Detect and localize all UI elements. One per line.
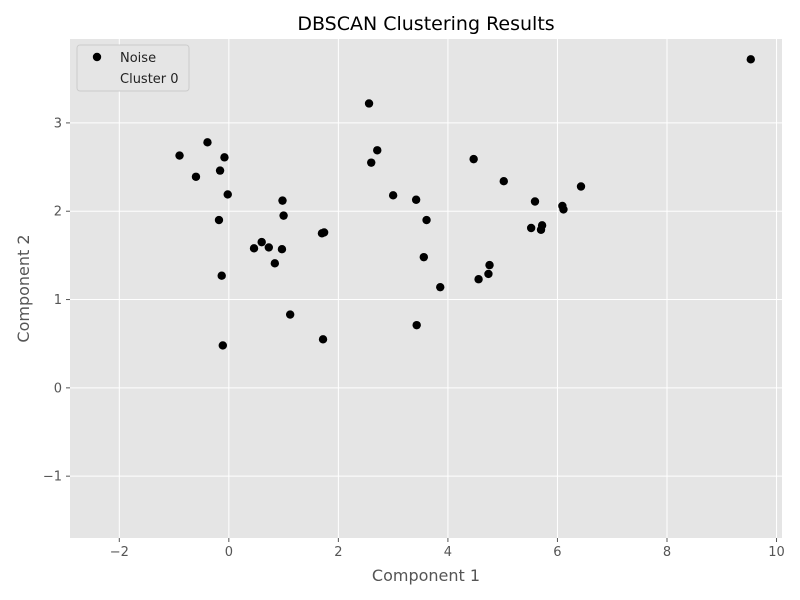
- data-points: [175, 55, 755, 350]
- axis-ticks: −2 0 2 4 6 8 10 −1 0 1 2 3: [43, 116, 785, 560]
- data-point: [484, 269, 493, 279]
- data-point: [537, 221, 547, 230]
- data-point: [220, 153, 229, 162]
- data-point: [223, 190, 232, 199]
- legend-box: [76, 44, 190, 92]
- data-point: [388, 191, 398, 200]
- data-point: [319, 228, 329, 237]
- legend: Noise Cluster 0: [76, 44, 190, 92]
- x-tick-label: 0: [225, 545, 233, 560]
- x-tick-label: 8: [663, 545, 671, 560]
- plot-background: [70, 39, 782, 538]
- data-point: [318, 335, 328, 344]
- x-tick-label: 6: [553, 545, 561, 560]
- data-point: [373, 146, 382, 155]
- data-point: [559, 205, 568, 214]
- data-point: [419, 252, 429, 262]
- data-point: [217, 271, 226, 280]
- x-axis-label: Component 1: [372, 566, 480, 585]
- data-point: [285, 310, 295, 319]
- legend-label-noise: Noise: [120, 51, 156, 66]
- data-point: [218, 341, 228, 350]
- x-tick-label: −2: [110, 545, 129, 560]
- data-point: [526, 223, 536, 233]
- data-point: [576, 182, 586, 191]
- data-point: [436, 282, 445, 292]
- data-point: [530, 197, 540, 206]
- data-point: [474, 275, 483, 284]
- data-point: [469, 154, 478, 164]
- data-point: [257, 237, 266, 247]
- y-tick-label: −1: [43, 470, 62, 485]
- data-point: [249, 244, 259, 253]
- data-point: [175, 151, 184, 160]
- y-axis-label: Component 2: [14, 234, 33, 342]
- data-point: [422, 215, 431, 225]
- data-point: [203, 138, 212, 147]
- x-tick-label: 10: [768, 545, 785, 560]
- data-point: [278, 196, 287, 205]
- data-point: [279, 211, 288, 220]
- data-point: [485, 260, 494, 270]
- legend-label-cluster-0: Cluster 0: [120, 72, 179, 87]
- data-point: [499, 176, 508, 186]
- grid-lines: [70, 39, 782, 538]
- y-tick-label: 3: [54, 116, 62, 131]
- data-point: [364, 99, 374, 108]
- data-point: [411, 195, 421, 204]
- y-tick-label: 1: [54, 293, 62, 308]
- chart-title: DBSCAN Clustering Results: [297, 13, 554, 35]
- y-tick-label: 0: [54, 381, 62, 396]
- data-point: [277, 244, 287, 254]
- y-tick-label: 2: [54, 205, 62, 220]
- data-point: [270, 259, 280, 268]
- x-tick-label: 2: [334, 545, 342, 560]
- legend-marker-noise: [92, 52, 102, 62]
- data-point: [412, 320, 421, 330]
- data-point: [215, 166, 225, 175]
- x-tick-label: 4: [444, 545, 452, 560]
- data-point: [264, 243, 274, 252]
- data-point: [191, 172, 201, 181]
- data-point: [746, 55, 755, 64]
- data-point: [367, 158, 376, 167]
- data-point: [214, 215, 224, 225]
